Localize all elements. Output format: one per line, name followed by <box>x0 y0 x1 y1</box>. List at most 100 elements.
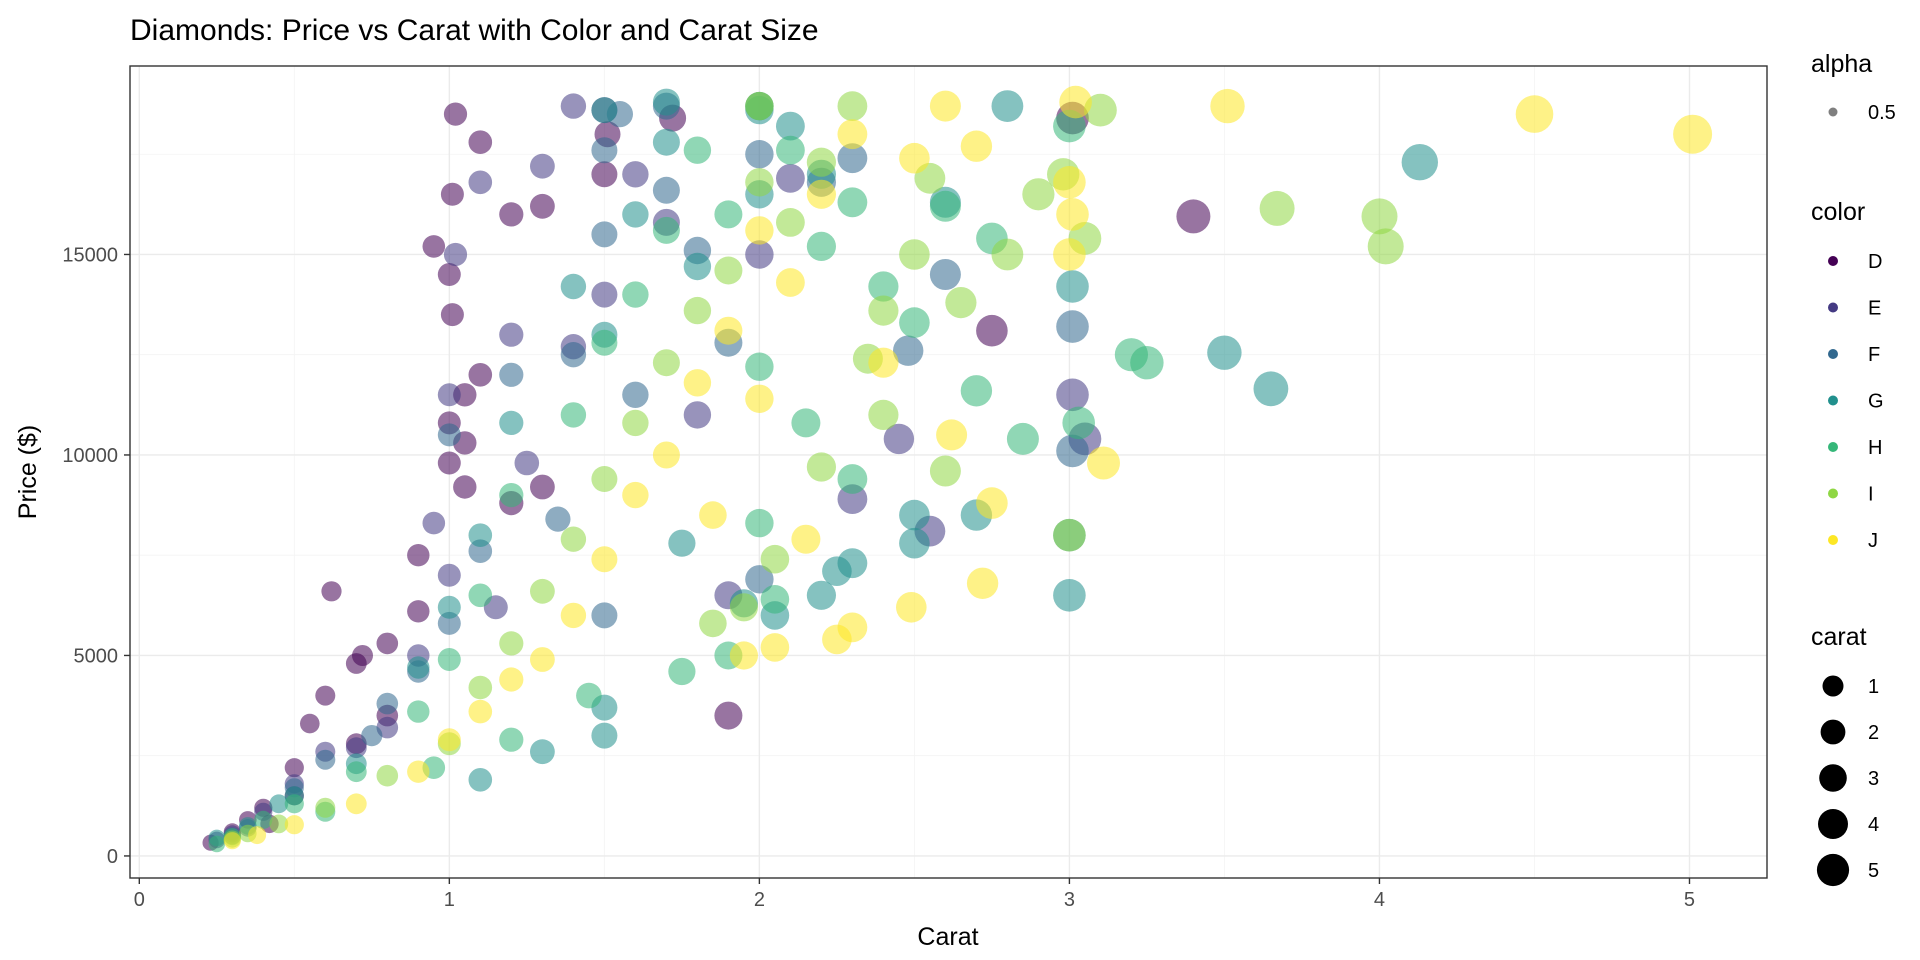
legend-size-key <box>1816 853 1850 887</box>
data-point-J <box>966 567 999 599</box>
data-point-G <box>530 739 555 765</box>
data-point-D <box>530 193 555 219</box>
legend-color-key-D <box>1828 256 1838 266</box>
data-point-H <box>1006 422 1039 455</box>
legend-color-key-J <box>1828 535 1838 545</box>
data-point-I <box>1259 190 1295 226</box>
legend: alpha 0.5 color D E F G H I J carat 1 2 3 4 5 <box>1811 50 1896 887</box>
data-point-D <box>591 161 618 188</box>
data-point-I <box>1367 228 1404 265</box>
data-point-H <box>560 402 587 428</box>
data-point-H <box>652 216 680 244</box>
data-point-J <box>899 142 930 174</box>
data-point-H <box>960 375 993 407</box>
y-tick-label: 0 <box>107 846 118 868</box>
legend-alpha-key <box>1828 107 1838 117</box>
data-point-J <box>223 832 241 850</box>
data-point-J <box>936 419 968 451</box>
legend-size-key <box>1818 809 1848 839</box>
data-point-D <box>440 303 464 327</box>
data-point-D <box>976 314 1008 347</box>
data-point-G <box>437 595 461 619</box>
data-point-J <box>745 384 774 413</box>
y-tick-label: 15000 <box>62 244 118 266</box>
data-point-I <box>499 631 524 656</box>
data-point-H <box>208 835 226 853</box>
data-point-D <box>1176 199 1211 234</box>
data-point-F <box>545 506 571 532</box>
data-point-E <box>622 161 649 188</box>
data-point-D <box>443 102 468 126</box>
data-point-H <box>791 408 821 438</box>
data-point-D <box>422 235 446 258</box>
x-axis: 0 1 2 3 4 5 <box>134 878 1695 911</box>
data-point-F <box>1056 310 1089 343</box>
data-point-D <box>407 544 430 567</box>
legend-size-title: carat <box>1811 623 1867 651</box>
data-point-J <box>284 815 304 835</box>
data-point-H <box>745 352 774 381</box>
data-point-E <box>499 322 524 347</box>
data-point-D <box>352 645 373 666</box>
data-point-J <box>776 268 805 297</box>
data-point-J <box>929 90 961 122</box>
data-point-E <box>422 511 446 535</box>
data-point-I <box>468 675 493 700</box>
data-point-I <box>315 797 336 818</box>
data-point-F <box>499 362 524 387</box>
data-point-J <box>652 441 680 469</box>
data-point-F <box>929 259 961 290</box>
data-point-H <box>668 657 696 686</box>
data-point-I <box>699 609 727 638</box>
legend-size-label: 4 <box>1868 814 1879 836</box>
data-point-J <box>591 546 618 573</box>
x-tick-label: 3 <box>1064 889 1075 911</box>
legend-color-key-G <box>1828 395 1838 406</box>
data-point-E <box>683 401 712 429</box>
data-point-D <box>440 182 464 206</box>
data-point-I <box>745 168 774 197</box>
data-point-I <box>530 578 555 604</box>
data-point-J <box>976 487 1008 519</box>
legend-alpha-label: 0.5 <box>1868 102 1896 124</box>
data-point-J <box>714 316 743 345</box>
data-point-G <box>591 722 618 749</box>
data-point-H <box>760 585 790 614</box>
legend-color-label: H <box>1868 437 1882 459</box>
data-point-G <box>1056 270 1089 303</box>
data-point-I <box>776 208 805 237</box>
data-point-J <box>1059 85 1092 119</box>
data-point-D <box>468 363 493 387</box>
data-point-F <box>437 611 461 635</box>
data-point-I <box>929 455 961 487</box>
data-point-I <box>1022 178 1055 211</box>
data-point-J <box>1515 95 1554 133</box>
data-point-E <box>437 563 461 587</box>
data-point-G <box>991 90 1024 122</box>
data-point-G <box>822 556 852 586</box>
legend-color-label: J <box>1868 530 1878 552</box>
data-point-I <box>683 296 712 325</box>
data-point-H <box>576 682 602 709</box>
data-point-H <box>714 200 743 229</box>
data-point-E <box>530 153 555 179</box>
x-tick-label: 4 <box>1374 889 1385 911</box>
data-point-H <box>776 135 805 165</box>
data-point-I <box>729 593 759 622</box>
data-point-E <box>1056 378 1089 412</box>
data-point-G <box>899 499 930 531</box>
data-point-J <box>1673 114 1713 154</box>
data-point-H <box>837 187 868 218</box>
data-point-I <box>622 409 649 437</box>
legend-color-label: I <box>1868 484 1874 506</box>
data-point-H <box>868 271 899 302</box>
data-point-J <box>791 524 821 554</box>
panel-border <box>129 65 1768 879</box>
data-point-E <box>745 240 774 269</box>
data-point-F <box>893 335 924 366</box>
data-point-D <box>453 475 477 499</box>
data-point-J <box>806 179 837 209</box>
data-point-I <box>1053 518 1086 552</box>
plot-panel <box>129 65 1768 879</box>
